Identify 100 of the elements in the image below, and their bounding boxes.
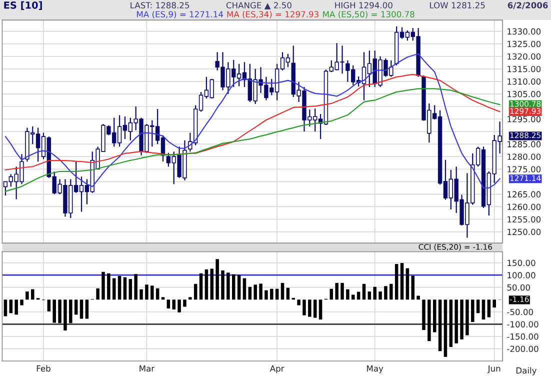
bar bbox=[112, 278, 116, 300]
bar bbox=[183, 300, 186, 307]
bar bbox=[270, 288, 274, 300]
bar bbox=[226, 272, 230, 300]
bar bbox=[449, 300, 453, 347]
bar bbox=[438, 300, 442, 352]
line-series bbox=[4, 88, 500, 192]
bar bbox=[351, 294, 355, 300]
y-tick-label: -200.00 bbox=[507, 346, 538, 352]
bar bbox=[242, 278, 246, 300]
bar bbox=[416, 296, 420, 300]
bar bbox=[340, 282, 344, 300]
bar bbox=[69, 300, 72, 324]
bar bbox=[26, 292, 29, 300]
bar bbox=[373, 286, 376, 300]
bar bbox=[128, 278, 132, 300]
y-tick-label: 1260.00 bbox=[508, 204, 541, 210]
y-tick-label: 1285.00 bbox=[508, 141, 541, 148]
bar bbox=[384, 286, 388, 300]
x-tick-label: Jun bbox=[487, 365, 500, 374]
y-tick-label: 1310.00 bbox=[508, 78, 541, 85]
bar bbox=[216, 259, 219, 300]
bar bbox=[96, 288, 100, 300]
bar bbox=[64, 300, 67, 331]
bar bbox=[400, 263, 404, 300]
bar bbox=[248, 286, 252, 300]
bar bbox=[58, 300, 62, 324]
bar bbox=[194, 284, 198, 300]
bar bbox=[264, 290, 268, 300]
bar bbox=[74, 300, 78, 315]
bar bbox=[4, 300, 8, 316]
bar bbox=[422, 300, 426, 330]
y-tick-label: 100.00 bbox=[508, 272, 536, 278]
bar bbox=[362, 284, 366, 300]
y-tick-label: -100.00 bbox=[507, 321, 538, 328]
bar bbox=[30, 289, 34, 300]
bar bbox=[9, 300, 13, 314]
bar bbox=[394, 264, 398, 300]
bar bbox=[118, 276, 122, 300]
x-tick-label: Apr bbox=[270, 365, 284, 374]
bar bbox=[308, 300, 312, 317]
bar bbox=[286, 288, 290, 300]
y-tick-label: 50.00 bbox=[507, 284, 530, 291]
bar bbox=[172, 300, 176, 310]
text: MA (ES,9) = 1271.14 bbox=[137, 10, 224, 18]
bar bbox=[145, 284, 148, 300]
bar bbox=[471, 300, 474, 322]
bar bbox=[492, 300, 496, 308]
bar bbox=[460, 300, 464, 340]
bar bbox=[102, 272, 105, 300]
bar bbox=[134, 274, 138, 300]
bar bbox=[346, 289, 350, 300]
bar bbox=[14, 300, 18, 315]
bar bbox=[259, 284, 262, 300]
text: LOW 1281.25 bbox=[430, 2, 485, 8]
bar bbox=[80, 300, 84, 319]
text: LAST: 1288.25 bbox=[130, 2, 190, 8]
bar bbox=[313, 300, 317, 318]
bar bbox=[444, 300, 448, 357]
text: Daily bbox=[516, 367, 536, 376]
bar bbox=[232, 274, 236, 300]
bar bbox=[428, 300, 431, 342]
y-tick-label: -50.00 bbox=[507, 308, 533, 316]
text: HIGH 1294.00 bbox=[335, 2, 392, 8]
bar bbox=[406, 268, 410, 300]
bar bbox=[378, 292, 382, 300]
bar bbox=[390, 284, 393, 300]
bar bbox=[47, 300, 51, 312]
bar bbox=[107, 273, 110, 300]
bar bbox=[482, 300, 486, 320]
y-tick-label: 1275.00 bbox=[508, 166, 541, 172]
bar bbox=[161, 297, 165, 300]
bar bbox=[237, 275, 241, 300]
bar bbox=[254, 284, 257, 300]
y-tick-label: 1325.00 bbox=[508, 40, 541, 48]
y-tick-label: 1315.00 bbox=[508, 66, 541, 72]
bar bbox=[432, 300, 436, 332]
bar bbox=[20, 300, 24, 306]
bar bbox=[188, 297, 192, 300]
text: CHANGE ▲ 2.50 bbox=[226, 2, 292, 10]
bar bbox=[297, 300, 300, 306]
bar bbox=[368, 292, 372, 300]
bar bbox=[52, 300, 56, 323]
bar bbox=[166, 300, 170, 308]
bar bbox=[123, 277, 127, 300]
bar bbox=[140, 289, 143, 300]
y-tick-label: 1250.00 bbox=[508, 228, 541, 236]
bar bbox=[210, 268, 214, 300]
bar bbox=[335, 282, 338, 300]
y-tick-label: 1330.00 bbox=[508, 28, 541, 35]
y-tick-label: 1265.00 bbox=[508, 191, 541, 198]
bar bbox=[411, 276, 415, 300]
bar bbox=[280, 282, 284, 300]
y-tick-label: -150.00 bbox=[507, 333, 538, 340]
y-tick-label: 150.00 bbox=[508, 260, 536, 266]
bar bbox=[454, 300, 458, 344]
bar bbox=[221, 270, 224, 300]
y-tick-label: 1280.00 bbox=[508, 154, 541, 160]
text: MA (ES,34) = 1297.93 bbox=[227, 10, 318, 18]
x-tick-label: Mar bbox=[140, 365, 155, 372]
